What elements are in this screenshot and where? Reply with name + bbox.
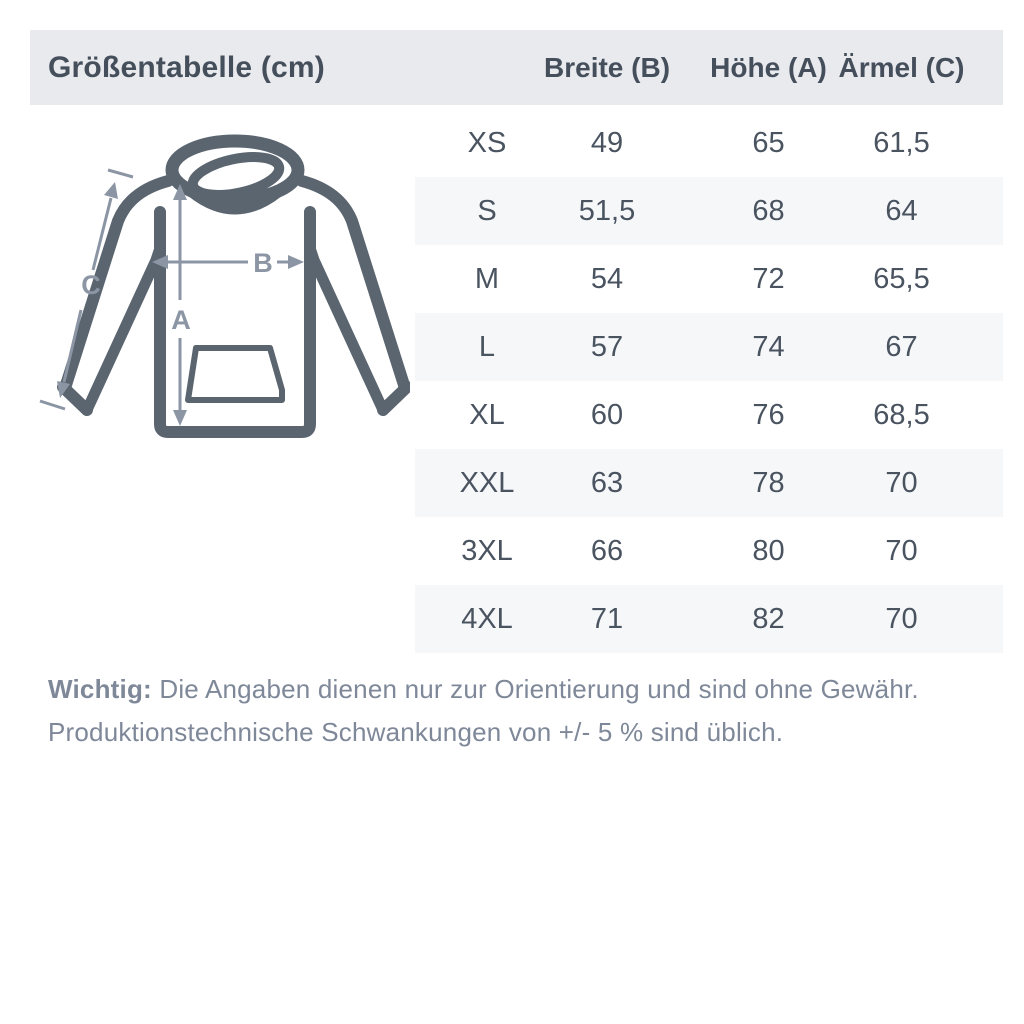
column-header-breite: Breite (B) bbox=[544, 51, 671, 83]
column-header-size bbox=[415, 30, 547, 105]
dimension-arrows: A B C bbox=[39, 168, 304, 426]
cell-breite: 51,5 bbox=[578, 194, 636, 227]
cell-breite: 49 bbox=[590, 126, 624, 159]
cell-breite: 60 bbox=[590, 398, 624, 431]
cell-size: L bbox=[478, 330, 496, 363]
dimension-arrow-height bbox=[173, 184, 187, 426]
cell-aermel: 64 bbox=[885, 194, 918, 227]
cell-aermel: 65,5 bbox=[873, 262, 930, 295]
size-chart-header: Größentabelle (cm) Breite (B) Höhe (A) Ä… bbox=[30, 30, 1003, 105]
cell-aermel: 68,5 bbox=[873, 398, 930, 431]
cell-size: XL bbox=[469, 398, 505, 431]
footer-prefix: Wichtig: bbox=[48, 674, 152, 704]
dimension-arrow-sleeve bbox=[39, 168, 134, 411]
cell-breite: 66 bbox=[590, 534, 624, 567]
cell-size: XS bbox=[467, 126, 507, 159]
cell-hoehe: 76 bbox=[752, 398, 785, 431]
cell-hoehe: 65 bbox=[752, 126, 785, 159]
cell-breite: 71 bbox=[590, 602, 624, 635]
footer-line-1-text: Die Angaben dienen nur zur Orientierung … bbox=[159, 674, 919, 704]
cell-breite: 63 bbox=[590, 466, 624, 499]
table-row: 4XL 71 82 70 bbox=[415, 585, 1003, 653]
cell-hoehe: 82 bbox=[752, 602, 785, 635]
dimension-arrow-width bbox=[152, 255, 304, 269]
cell-size: 4XL bbox=[461, 602, 513, 635]
column-header-aermel: Ärmel (C) bbox=[838, 51, 965, 83]
cell-hoehe: 78 bbox=[752, 466, 785, 499]
cell-hoehe: 72 bbox=[752, 262, 785, 295]
table-row: XXL 63 78 70 bbox=[415, 449, 1003, 517]
hoodie-measurement-diagram: A B C bbox=[39, 134, 410, 438]
size-table-rows: XS 49 65 61,5 S 51,5 68 64 M 54 72 65,5 … bbox=[415, 109, 1003, 653]
cell-hoehe: 74 bbox=[752, 330, 785, 363]
cell-breite: 57 bbox=[590, 330, 624, 363]
table-row: 3XL 66 80 70 bbox=[415, 517, 1003, 585]
table-column-headers: Breite (B) Höhe (A) Ärmel (C) bbox=[415, 30, 1003, 105]
cell-aermel: 61,5 bbox=[873, 126, 930, 159]
cell-size: 3XL bbox=[461, 534, 513, 567]
cell-hoehe: 80 bbox=[752, 534, 785, 567]
table-row: S 51,5 68 64 bbox=[415, 177, 1003, 245]
cell-aermel: 67 bbox=[885, 330, 918, 363]
table-row: M 54 72 65,5 bbox=[415, 245, 1003, 313]
label-width-b: B bbox=[253, 248, 273, 278]
cell-size: XXL bbox=[459, 466, 515, 499]
cell-size: S bbox=[477, 194, 497, 227]
page-title: Größentabelle (cm) bbox=[48, 50, 325, 84]
cell-aermel: 70 bbox=[885, 602, 918, 635]
cell-aermel: 70 bbox=[885, 466, 918, 499]
label-sleeve-c: C bbox=[81, 270, 101, 300]
table-row: L 57 74 67 bbox=[415, 313, 1003, 381]
hoodie-outline-icon bbox=[57, 134, 410, 438]
cell-hoehe: 68 bbox=[752, 194, 785, 227]
cell-breite: 54 bbox=[590, 262, 624, 295]
table-row: XS 49 65 61,5 bbox=[415, 109, 1003, 177]
cell-size: M bbox=[474, 262, 500, 295]
label-height-a: A bbox=[171, 305, 191, 335]
table-row: XL 60 76 68,5 bbox=[415, 381, 1003, 449]
column-header-hoehe: Höhe (A) bbox=[710, 51, 827, 83]
footer-line-1: Wichtig: Die Angaben dienen nur zur Orie… bbox=[48, 668, 978, 711]
footer-line-2: Produktionstechnische Schwankungen von +… bbox=[48, 717, 784, 747]
footer-note: Wichtig: Die Angaben dienen nur zur Orie… bbox=[48, 668, 978, 754]
cell-aermel: 70 bbox=[885, 534, 918, 567]
